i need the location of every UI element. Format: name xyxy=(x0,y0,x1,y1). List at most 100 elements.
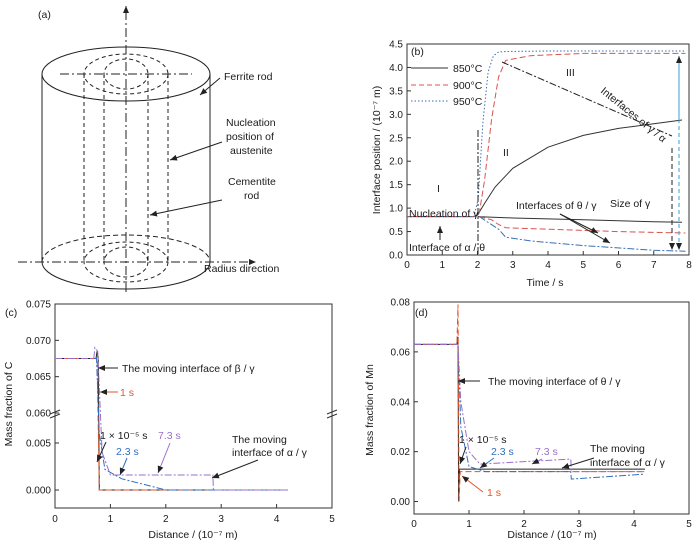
cementite-leader xyxy=(149,199,223,217)
panel-c-tag: (c) xyxy=(5,307,17,319)
gamma-alpha-guide xyxy=(501,61,673,137)
radius-label: Radius direction xyxy=(204,263,279,275)
panel-b-frame xyxy=(406,43,690,256)
alpha-gamma-annotation-1: The moving xyxy=(232,434,287,446)
series-line xyxy=(407,119,683,218)
ferrite-leader xyxy=(199,77,221,96)
x-tick-label: 1 xyxy=(108,514,114,525)
series-line xyxy=(477,216,683,223)
t0-annotation-d: 1 × 10⁻⁵ s xyxy=(459,434,507,446)
x-tick-label: 1 xyxy=(439,260,445,271)
x-tick-label: 4 xyxy=(631,519,637,530)
y-tick-label: 4.0 xyxy=(389,63,403,74)
t73-leader xyxy=(157,442,171,474)
x-tick-label: 4 xyxy=(274,514,280,525)
series-line xyxy=(55,346,288,491)
alpha-gamma-leader-d xyxy=(561,457,595,469)
region-I: I xyxy=(437,183,440,195)
t0-leader xyxy=(96,441,107,463)
panel-c-ticks: 0 1 2 3 4 5 0.000 0.005 0.060 0.065 0.070 0.075 xyxy=(26,300,335,526)
panel-a: (a) Ferrite rod Nucleation position of a… xyxy=(18,6,279,292)
nucleation-label-2: position of xyxy=(226,131,274,143)
y-tick-label: 0.070 xyxy=(26,336,51,347)
x-tick-label: 4 xyxy=(545,260,551,271)
panel-b-ticks: 0 1 2 3 4 5 6 7 8 0.0 0.5 1.0 1.5 2.0 2.5 3.0 3.5 4.0 4.5 xyxy=(389,40,692,272)
x-tick-label: 2 xyxy=(475,260,481,271)
gamma-alpha-annotation: Interfaces of γ / α xyxy=(598,85,668,145)
x-tick-label: 3 xyxy=(218,514,224,525)
panel-b-xlabel: Time / s xyxy=(527,277,564,289)
legend-850-label: 850°C xyxy=(453,63,483,75)
panel-b-legend: 850°C 900°C 950°C xyxy=(411,63,483,108)
axis-break-left-2 xyxy=(49,413,61,419)
theta-gamma-annotation-d: The moving interface of θ / γ xyxy=(488,376,621,388)
nucleation-label-3: austenite xyxy=(230,145,273,157)
cementite-label-2: rod xyxy=(244,190,259,202)
panel-d-tag: (d) xyxy=(415,307,428,319)
panel-d-series xyxy=(414,304,646,502)
x-tick-label: 2 xyxy=(521,519,527,530)
x-tick-label: 5 xyxy=(329,514,335,525)
panel-d: (d) 0 1 2 3 4 5 0.00 0.02 0.04 0.06 0.08 Distance … xyxy=(364,298,692,542)
panel-b-series xyxy=(407,50,686,252)
y-tick-label: 0.065 xyxy=(26,372,51,383)
x-tick-label: 3 xyxy=(576,519,582,530)
x-tick-label: 6 xyxy=(616,260,622,271)
t23-annotation: 2.3 s xyxy=(116,446,139,458)
y-tick-label: 0.00 xyxy=(391,497,411,508)
alpha-gamma-annotation-d-1: The moving xyxy=(590,443,645,455)
beta-gamma-annotation: The moving interface of β / γ xyxy=(122,363,255,375)
cementite-label-1: Cementite xyxy=(228,176,276,188)
axis-break-right-2 xyxy=(326,413,338,419)
legend-900-label: 900°C xyxy=(453,80,483,92)
alpha-theta-annotation: Interface of α / θ xyxy=(409,242,485,254)
y-tick-label: 2.5 xyxy=(389,133,403,144)
nucleation-annotation: Nucleation of γ xyxy=(409,208,479,220)
x-tick-label: 3 xyxy=(510,260,516,271)
y-tick-label: 0.060 xyxy=(26,409,51,420)
y-tick-label: 0.000 xyxy=(26,486,51,497)
theta-gamma-annotation: Interfaces of θ / γ xyxy=(516,200,597,212)
series-line xyxy=(407,50,686,218)
size-annotation: Size of γ xyxy=(610,198,651,210)
y-tick-label: 0.06 xyxy=(391,347,411,358)
alpha-gamma-annotation-d-2: interface of α / γ xyxy=(590,457,666,469)
x-tick-label: 5 xyxy=(686,519,692,530)
y-tick-label: 3.0 xyxy=(389,110,403,121)
y-tick-label: 2.0 xyxy=(389,157,403,168)
y-tick-label: 0.04 xyxy=(391,397,411,408)
t1-annotation: 1 s xyxy=(120,387,134,399)
y-tick-label: 0.02 xyxy=(391,447,411,458)
y-tick-label: 0.08 xyxy=(391,298,411,309)
series-line xyxy=(55,358,288,491)
t23-annotation-d: 2.3 s xyxy=(491,446,514,458)
nucleation-leader xyxy=(169,141,223,161)
panel-c-frame xyxy=(54,303,333,509)
nucleation-label-1: Nucleation xyxy=(226,117,276,129)
region-III: III xyxy=(566,67,575,79)
y-tick-label: 1.5 xyxy=(389,180,403,191)
series-line xyxy=(407,52,686,218)
panel-b-tag: (b) xyxy=(411,46,424,58)
region-II: II xyxy=(503,147,509,159)
panel-c-ylabel: Mass fraction of C xyxy=(3,361,15,446)
panel-a-tag: (a) xyxy=(38,9,51,21)
panel-b-ylabel: Interface position / (10⁻⁷ m) xyxy=(371,86,383,214)
panel-d-frame xyxy=(413,301,690,515)
y-tick-label: 0.0 xyxy=(389,251,403,262)
t0-leader-d xyxy=(459,446,467,465)
panel-c-xlabel: Distance / (10⁻⁷ m) xyxy=(148,529,237,541)
t23-leader xyxy=(119,457,128,476)
y-tick-label: 0.5 xyxy=(389,227,403,238)
x-tick-label: 0 xyxy=(404,260,410,271)
ferrite-label: Ferrite rod xyxy=(224,71,273,83)
x-tick-label: 2 xyxy=(163,514,169,525)
t1-leader-d xyxy=(461,475,484,493)
t0-annotation: 1 × 10⁻⁵ s xyxy=(100,430,148,442)
x-tick-label: 0 xyxy=(52,514,58,525)
x-tick-label: 5 xyxy=(580,260,586,271)
panel-d-ticks: 0 1 2 3 4 5 0.00 0.02 0.04 0.06 0.08 xyxy=(391,298,693,531)
t73-annotation: 7.3 s xyxy=(158,430,181,442)
axis-break-left-1 xyxy=(49,409,61,415)
